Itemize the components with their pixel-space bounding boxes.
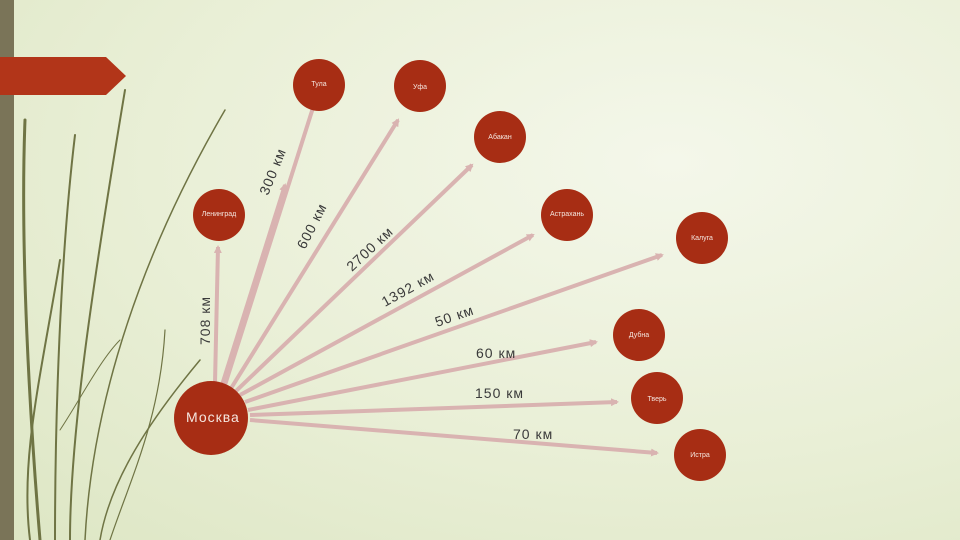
node-moscow (174, 381, 248, 455)
city-label-istra: Истра (690, 452, 710, 459)
distance-label-kaluga: 50 км (433, 302, 476, 330)
arrow-istra (249, 418, 659, 457)
arrow-abakan (233, 163, 474, 394)
arrow-astrakhan (239, 233, 535, 397)
nodes (174, 59, 728, 481)
node-astrakhan (541, 189, 593, 241)
city-label-abakan: Абакан (488, 133, 512, 141)
distance-label-istra: 70 км (513, 426, 553, 442)
arrow-ufa (228, 118, 400, 392)
distance-label-leningrad: 708 км (197, 296, 213, 345)
city-label-kaluga: Калуга (691, 235, 713, 242)
node-tula (293, 59, 345, 111)
arrow-dubna (247, 339, 598, 412)
decorative-grass (22, 89, 226, 540)
arrow-leningrad (213, 245, 222, 384)
arrow-unlabeled (220, 183, 288, 386)
city-label-dubna: Дубна (629, 331, 649, 339)
distance-label-abakan: 2700 км (343, 223, 396, 274)
node-leningrad (193, 189, 245, 241)
arrows (213, 90, 664, 457)
arrow-tula (223, 90, 320, 386)
distance-label-dubna: 60 км (476, 345, 516, 361)
distance-label-tver: 150 км (475, 385, 524, 401)
city-label-leningrad: Ленинград (202, 211, 237, 218)
moscow-label: Москва (186, 409, 240, 425)
distance-label-unlabeled: 600 км (293, 200, 330, 251)
arrow-tver (249, 398, 619, 417)
node-kaluga (676, 212, 728, 264)
city-label-astrakhan: Астрахань (550, 211, 584, 218)
left-sidebar-strip (0, 0, 14, 540)
arrow-kaluga (244, 253, 664, 404)
node-dubna (613, 309, 665, 361)
city-label-tver: Тверь (647, 396, 666, 403)
node-istra (674, 429, 726, 481)
city-label-tula: Тула (311, 81, 326, 88)
node-ufa (394, 60, 446, 112)
node-abakan (474, 111, 526, 163)
node-tver (631, 372, 683, 424)
title-tab (0, 57, 126, 95)
city-label-ufa: Уфа (413, 84, 427, 91)
